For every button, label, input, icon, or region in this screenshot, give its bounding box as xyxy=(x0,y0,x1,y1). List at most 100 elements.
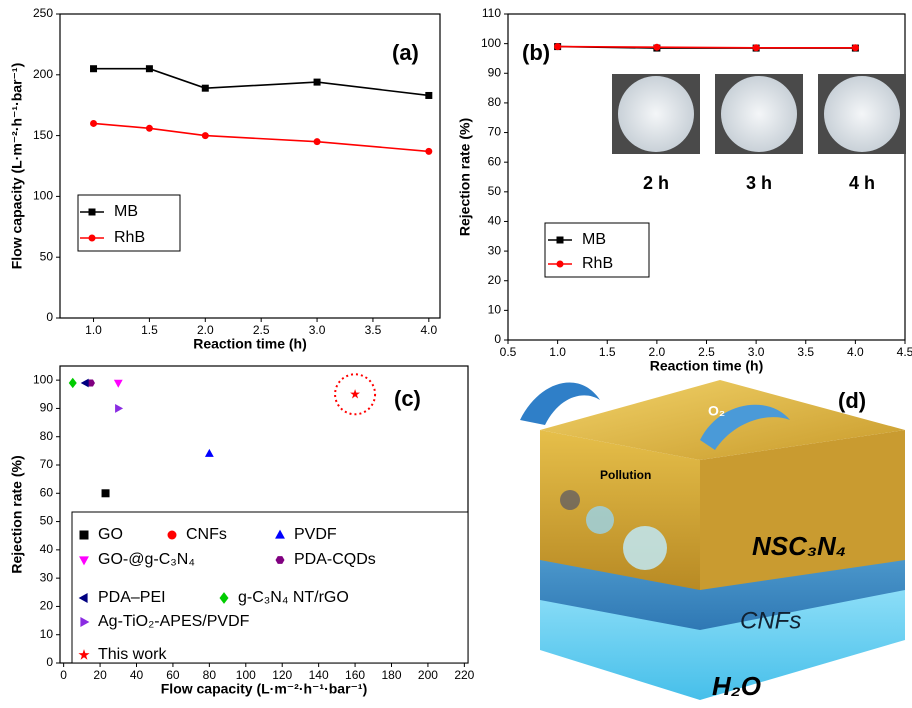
x-tick-label: 0 xyxy=(60,668,67,682)
y-tick-label: 50 xyxy=(488,184,502,198)
x-tick-label: 4.5 xyxy=(897,345,912,359)
legend-marker xyxy=(557,237,564,244)
point xyxy=(202,85,209,92)
y-tick-label: 110 xyxy=(482,6,501,20)
legend-label: MB xyxy=(582,231,606,248)
legend-label: MB xyxy=(114,203,138,220)
series-line xyxy=(94,69,429,96)
point xyxy=(90,65,97,72)
legend-label: This work xyxy=(98,646,167,663)
x-tick-label: 180 xyxy=(381,668,401,682)
annotation: Pollution xyxy=(600,468,651,482)
point xyxy=(202,132,209,139)
inset-photo xyxy=(618,76,694,152)
inset-label: 2 h xyxy=(643,173,669,193)
x-tick-label: 1.5 xyxy=(141,323,158,337)
pollutant xyxy=(560,490,580,510)
y-tick-label: 0 xyxy=(494,332,501,346)
annotation: O₂ xyxy=(708,403,725,419)
panel-label: (c) xyxy=(394,386,421,411)
y-tick-label: 10 xyxy=(488,303,502,317)
y-tick-label: 90 xyxy=(40,401,54,415)
y-tick-label: 150 xyxy=(33,128,53,142)
legend-label: RhB xyxy=(114,229,145,246)
point xyxy=(425,92,432,99)
point xyxy=(653,44,660,51)
y-tick-label: 100 xyxy=(481,36,501,50)
y-tick-label: 30 xyxy=(488,243,502,257)
x-tick-label: 3.5 xyxy=(797,345,814,359)
y-tick-label: 20 xyxy=(40,599,54,613)
legend-label: Ag-TiO₂-APES/PVDF xyxy=(98,613,250,630)
point xyxy=(69,378,77,388)
y-tick-label: 50 xyxy=(40,249,54,263)
legend-marker xyxy=(89,209,96,216)
y-tick-label: 70 xyxy=(40,457,54,471)
point xyxy=(350,389,360,398)
x-tick-label: 4.0 xyxy=(847,345,864,359)
inset-photo xyxy=(824,76,900,152)
inset-label: 4 h xyxy=(849,173,875,193)
y-tick-label: 100 xyxy=(33,372,53,386)
x-axis-label: Reaction time (h) xyxy=(193,336,307,352)
x-tick-label: 1.0 xyxy=(85,323,102,337)
y-tick-label: 50 xyxy=(40,514,54,528)
point xyxy=(314,79,321,86)
layer-label: NSC₃N₄ xyxy=(752,531,846,561)
x-tick-label: 40 xyxy=(130,668,144,682)
plot-frame xyxy=(508,14,905,340)
panel-label: (d) xyxy=(838,388,866,413)
plot-frame xyxy=(60,14,440,318)
point xyxy=(115,404,123,413)
legend-marker xyxy=(168,531,177,540)
point xyxy=(205,449,214,457)
point xyxy=(753,44,760,51)
point xyxy=(425,148,432,155)
legend-marker xyxy=(80,531,89,540)
x-tick-label: 20 xyxy=(93,668,107,682)
point xyxy=(314,138,321,145)
legend-label: PVDF xyxy=(294,526,337,543)
y-tick-label: 60 xyxy=(488,154,502,168)
x-tick-label: 3.5 xyxy=(365,323,382,337)
legend-label: GO-@g-C₃N₄ xyxy=(98,551,195,568)
x-tick-label: 3.0 xyxy=(309,323,326,337)
panel-label: (a) xyxy=(392,40,419,65)
series-line xyxy=(558,47,856,48)
legend-label: RhB xyxy=(582,255,613,272)
point xyxy=(81,379,89,388)
layer-label: H₂O xyxy=(712,671,761,701)
point xyxy=(146,65,153,72)
inset-photo xyxy=(721,76,797,152)
y-tick-label: 80 xyxy=(488,95,502,109)
x-tick-label: 200 xyxy=(418,668,438,682)
x-tick-label: 220 xyxy=(454,668,474,682)
series-line xyxy=(94,123,429,151)
y-tick-label: 30 xyxy=(40,570,54,584)
inset-label: 3 h xyxy=(746,173,772,193)
x-axis-label: Reaction time (h) xyxy=(650,358,764,374)
x-tick-label: 1.5 xyxy=(599,345,616,359)
legend-box xyxy=(72,512,468,663)
point xyxy=(90,120,97,127)
y-tick-label: 0 xyxy=(46,655,53,669)
droplet xyxy=(623,526,667,570)
legend-label: GO xyxy=(98,526,123,543)
y-axis-label: Flow capacity (L·m⁻²·h⁻¹·bar⁻¹) xyxy=(9,63,25,270)
x-axis-label: Flow capacity (L·m⁻²·h⁻¹·bar⁻¹) xyxy=(161,681,368,697)
y-tick-label: 250 xyxy=(33,6,53,20)
y-tick-label: 20 xyxy=(488,273,502,287)
x-tick-label: 0.5 xyxy=(500,345,517,359)
legend-label: CNFs xyxy=(186,526,227,543)
illustration: NSC₃N₄ CNFs H₂O Pollution O₂ (d) xyxy=(520,380,905,701)
y-tick-label: 10 xyxy=(40,627,54,641)
legend-label: PDA–PEI xyxy=(98,589,166,606)
y-tick-label: 90 xyxy=(488,65,502,79)
point xyxy=(852,44,859,51)
droplet xyxy=(586,506,614,534)
point xyxy=(554,43,561,50)
y-tick-label: 200 xyxy=(33,67,53,81)
x-tick-label: 4.0 xyxy=(420,323,437,337)
point xyxy=(114,380,123,388)
legend-label: g-C₃N₄ NT/rGO xyxy=(238,589,349,606)
